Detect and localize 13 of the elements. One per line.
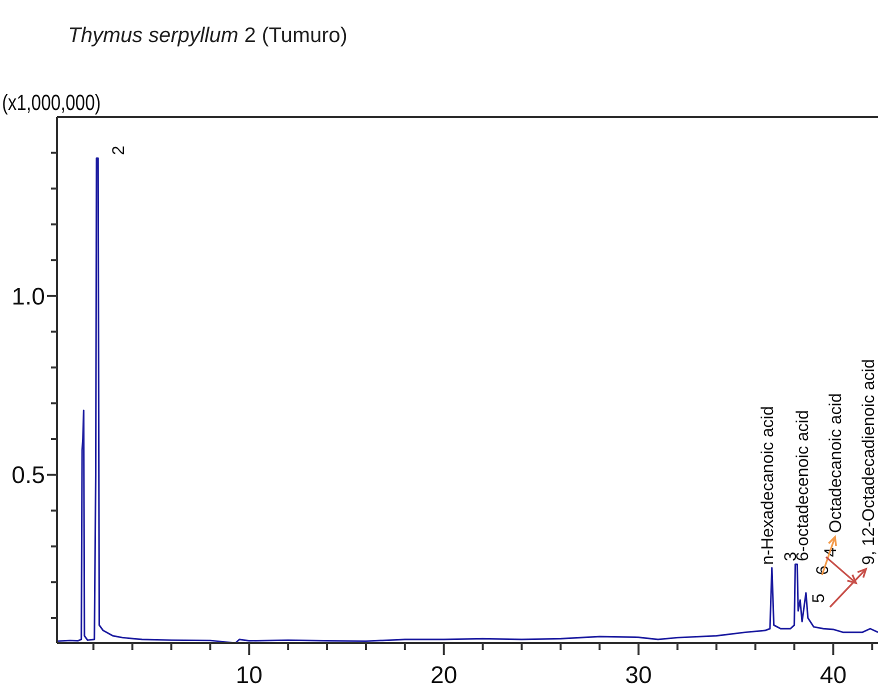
x-tick-label: 40 bbox=[820, 662, 847, 689]
x-tick-label: 10 bbox=[236, 662, 263, 689]
x-tick-label: 20 bbox=[430, 662, 458, 689]
annotation: 2 bbox=[109, 146, 128, 156]
annotation: 5 bbox=[808, 594, 828, 603]
chart-title: Thymus serpyllum 2 (Tumuro) bbox=[68, 24, 348, 47]
y-axis-title: (x1,000,000) bbox=[2, 91, 101, 116]
annotation: n-Hexadecanoic acid bbox=[758, 406, 777, 565]
annotation: 9, 12-Octadecadienoic acid bbox=[858, 358, 878, 565]
y-tick-label: 1.0 bbox=[12, 283, 45, 310]
y-tick-label: 0.5 bbox=[12, 462, 45, 490]
x-tick-label: 30 bbox=[625, 662, 652, 689]
annotation: Octadecanoic acid bbox=[826, 393, 845, 533]
